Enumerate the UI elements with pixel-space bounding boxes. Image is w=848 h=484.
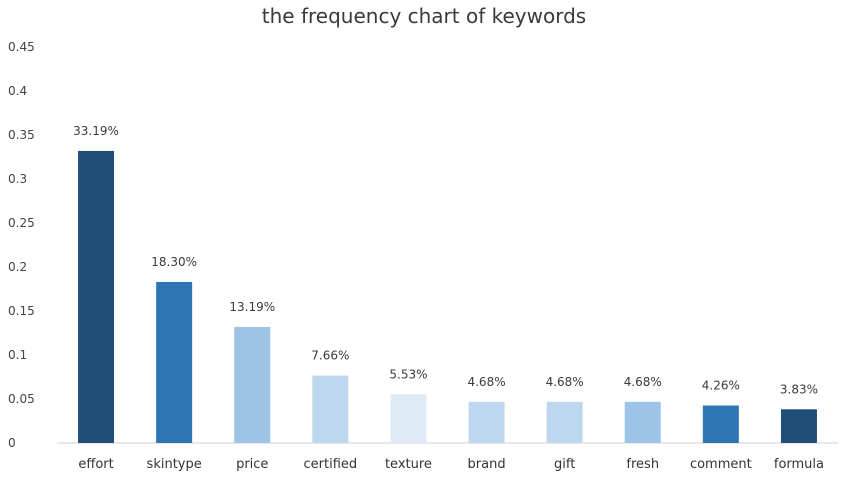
data-label: 5.53% <box>389 367 427 381</box>
data-label: 3.83% <box>780 382 818 396</box>
y-tick-label: 0 <box>8 436 16 450</box>
y-tick-label: 0.05 <box>8 392 35 406</box>
data-label: 4.68% <box>467 375 505 389</box>
x-tick-label: effort <box>78 457 113 472</box>
x-tick-label: skintype <box>147 457 202 472</box>
data-label: 4.26% <box>702 379 740 393</box>
bar-brand <box>468 401 505 443</box>
data-labels: 33.19% 18.30% 13.19% 7.66% 5.53% 4.68% 4.68% 4.… <box>73 124 818 396</box>
bar-gift <box>546 401 583 443</box>
y-axis: 0 0.05 0.1 0.15 0.2 0.25 0.3 0.35 0.4 0.45 <box>8 40 35 450</box>
data-label: 7.66% <box>311 349 349 363</box>
y-tick-label: 0.1 <box>8 348 27 362</box>
data-label: 18.30% <box>151 255 197 269</box>
bar-effort <box>78 150 115 444</box>
x-tick-label: fresh <box>626 457 659 472</box>
y-tick-label: 0.15 <box>8 304 35 318</box>
bars <box>78 150 817 444</box>
chart-title: the frequency chart of keywords <box>261 4 587 28</box>
x-tick-label: gift <box>554 457 575 472</box>
x-axis: effort skintype price certified texture brand… <box>78 457 824 472</box>
x-tick-label: formula <box>774 457 824 472</box>
y-tick-label: 0.3 <box>8 172 27 186</box>
bar-fresh <box>624 401 661 443</box>
bar-texture <box>390 394 427 443</box>
y-tick-label: 0.45 <box>8 40 35 54</box>
x-tick-label: price <box>236 457 268 472</box>
y-tick-label: 0.35 <box>8 128 35 142</box>
x-tick-label: brand <box>468 457 506 472</box>
bar-price <box>234 326 271 443</box>
data-label: 4.68% <box>546 375 584 389</box>
data-label: 13.19% <box>229 300 275 314</box>
x-tick-label: comment <box>690 457 752 472</box>
y-tick-label: 0.2 <box>8 260 27 274</box>
x-tick-label: texture <box>385 457 432 472</box>
x-tick-label: certified <box>304 457 358 472</box>
data-label: 33.19% <box>73 124 119 138</box>
bar-formula <box>780 409 817 443</box>
bar-certified <box>312 375 349 443</box>
y-tick-label: 0.25 <box>8 216 35 230</box>
bar-skintype <box>156 281 193 443</box>
y-tick-label: 0.4 <box>8 84 27 98</box>
bar-comment <box>702 405 739 443</box>
data-label: 4.68% <box>624 375 662 389</box>
